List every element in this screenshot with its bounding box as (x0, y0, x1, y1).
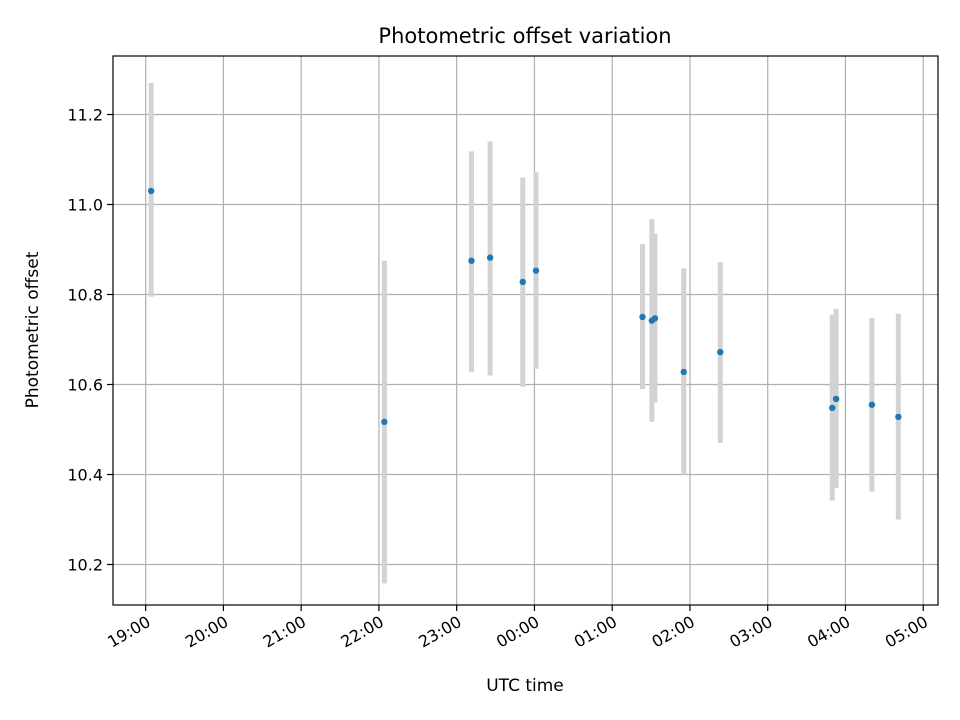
data-point (680, 368, 687, 376)
x-axis-label: UTC time (486, 676, 564, 696)
y-tick-label: 11.2 (67, 106, 103, 125)
data-point (639, 313, 646, 321)
y-axis-ticks: 10.2 10.4 10.6 10.8 11.0 11.2 (67, 106, 113, 575)
y-tick-label: 10.2 (67, 556, 103, 575)
y-tick-label: 10.8 (67, 286, 103, 305)
data-points (147, 187, 902, 426)
data-point (868, 401, 876, 408)
data-point (895, 413, 902, 421)
data-point (717, 348, 724, 356)
data-point (829, 404, 836, 412)
y-tick-label: 10.6 (67, 376, 103, 395)
data-point (651, 315, 659, 322)
data-point (486, 254, 494, 261)
data-point (519, 278, 526, 286)
y-axis-label: Photometric offset (23, 251, 43, 408)
data-point (147, 187, 155, 195)
y-tick-label: 10.4 (67, 466, 103, 485)
chart-title: Photometric offset variation (378, 24, 671, 48)
grid (113, 56, 938, 605)
data-point (832, 395, 840, 403)
data-point (468, 257, 475, 264)
data-point (532, 267, 540, 274)
data-point (381, 418, 388, 426)
y-tick-label: 11.0 (67, 196, 103, 215)
plot-frame (112, 55, 939, 606)
